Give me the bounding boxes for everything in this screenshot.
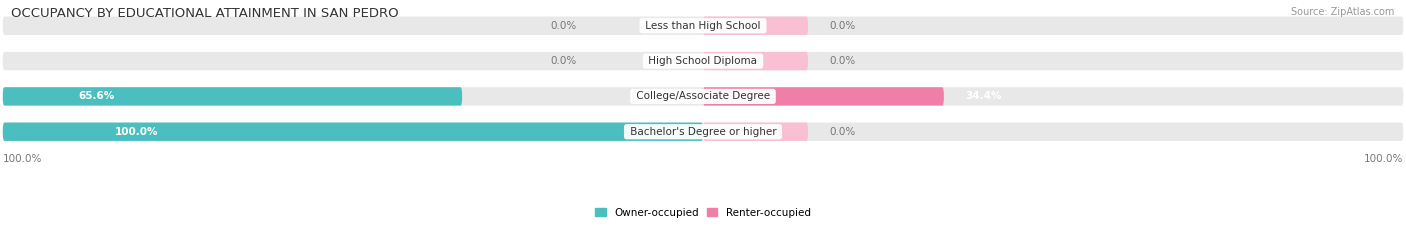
Text: 65.6%: 65.6%: [79, 91, 115, 101]
FancyBboxPatch shape: [3, 87, 463, 106]
FancyBboxPatch shape: [703, 123, 808, 141]
Text: OCCUPANCY BY EDUCATIONAL ATTAINMENT IN SAN PEDRO: OCCUPANCY BY EDUCATIONAL ATTAINMENT IN S…: [11, 7, 399, 20]
Text: 100.0%: 100.0%: [3, 154, 42, 164]
FancyBboxPatch shape: [703, 17, 808, 35]
Text: 0.0%: 0.0%: [551, 56, 576, 66]
Text: 34.4%: 34.4%: [965, 91, 1001, 101]
Text: 0.0%: 0.0%: [830, 127, 855, 137]
Text: College/Associate Degree: College/Associate Degree: [633, 91, 773, 101]
Text: 0.0%: 0.0%: [830, 56, 855, 66]
Text: 100.0%: 100.0%: [115, 127, 159, 137]
Legend: Owner-occupied, Renter-occupied: Owner-occupied, Renter-occupied: [595, 208, 811, 218]
FancyBboxPatch shape: [3, 123, 1403, 141]
FancyBboxPatch shape: [703, 52, 808, 70]
Text: High School Diploma: High School Diploma: [645, 56, 761, 66]
FancyBboxPatch shape: [3, 17, 1403, 35]
Text: Source: ZipAtlas.com: Source: ZipAtlas.com: [1291, 7, 1395, 17]
FancyBboxPatch shape: [3, 123, 703, 141]
FancyBboxPatch shape: [3, 52, 1403, 70]
FancyBboxPatch shape: [703, 87, 943, 106]
Text: Bachelor's Degree or higher: Bachelor's Degree or higher: [627, 127, 779, 137]
Text: 100.0%: 100.0%: [1364, 154, 1403, 164]
Text: 0.0%: 0.0%: [830, 21, 855, 31]
Text: Less than High School: Less than High School: [643, 21, 763, 31]
Text: 0.0%: 0.0%: [551, 21, 576, 31]
FancyBboxPatch shape: [3, 87, 1403, 106]
